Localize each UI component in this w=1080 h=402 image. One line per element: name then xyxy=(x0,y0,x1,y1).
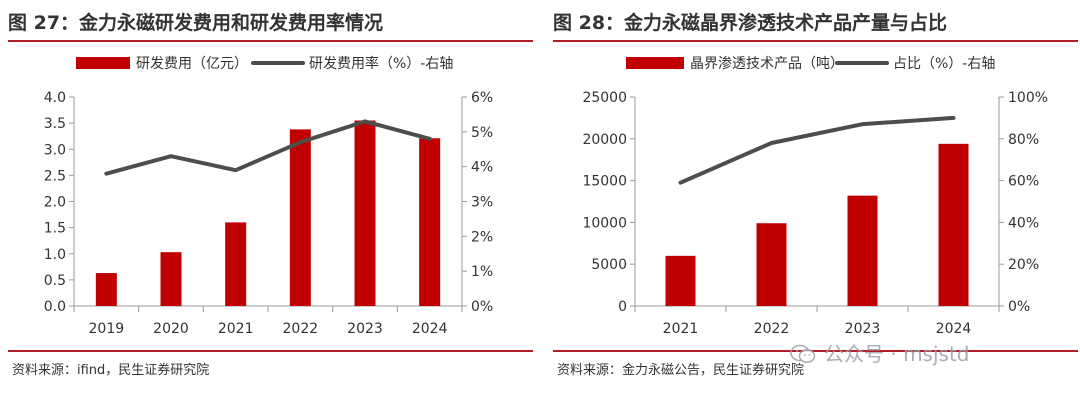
legend-bar-swatch xyxy=(626,57,684,69)
y-tick-label: 1.5 xyxy=(44,221,66,237)
y-tick-label: 20000 xyxy=(582,132,627,148)
series-line xyxy=(104,119,432,176)
x-tick-label: 2022 xyxy=(754,321,790,337)
bar xyxy=(938,143,969,306)
y2-tick-label: 80% xyxy=(1008,132,1039,148)
x-tick-label: 2019 xyxy=(89,321,125,337)
title-rule xyxy=(553,40,1078,42)
wechat-watermark: 公众号 · msjstd xyxy=(790,338,970,367)
y-tick-label: 15000 xyxy=(582,174,627,190)
bar xyxy=(419,138,441,306)
y2-tick-label: 2% xyxy=(471,229,493,245)
x-tick-label: 2023 xyxy=(845,321,881,337)
chart-title: 图 27：金力永磁研发费用和研发费用率情况 xyxy=(8,12,384,34)
x-tick-label: 2021 xyxy=(218,321,254,337)
y2-tick-label: 6% xyxy=(471,90,493,106)
bar xyxy=(847,195,878,306)
chart-28-svg: 晶界渗透技术产品（吨） 占比（%）-右轴 0 5000 10000 15000 20000 2… xyxy=(582,56,1048,337)
y2-tick-label: 0% xyxy=(1008,299,1030,315)
bar xyxy=(756,223,787,306)
bar xyxy=(225,222,247,306)
y2-tick-label: 20% xyxy=(1008,257,1039,273)
y-tick-label: 5000 xyxy=(591,257,627,273)
series-line xyxy=(678,115,956,185)
bar xyxy=(665,255,696,306)
bar xyxy=(354,120,376,306)
y2-tick-label: 4% xyxy=(471,160,493,176)
y-tick-label: 10000 xyxy=(582,215,627,231)
y-tick-label: 2.5 xyxy=(44,168,66,184)
source-note: 资料来源：金力永磁公告，民生证券研究院 xyxy=(557,363,805,378)
x-tick-label: 2022 xyxy=(283,321,319,337)
bar xyxy=(160,252,182,306)
y2-tick-label: 0% xyxy=(471,299,493,315)
legend-label: 研发费用率（%）-右轴 xyxy=(309,55,453,72)
y-tick-label: 0.5 xyxy=(44,273,66,289)
bar xyxy=(95,273,117,306)
right-chart-panel: 图 28：金力永磁晶界渗透技术产品产量与占比 晶界渗透技术产品（吨） 占比（%）-… xyxy=(553,0,1078,402)
y-tick-label: 1.0 xyxy=(44,247,66,263)
chart-title: 图 28：金力永磁晶界渗透技术产品产量与占比 xyxy=(553,12,948,34)
y-tick-label: 3.0 xyxy=(44,142,66,158)
y2-tick-label: 3% xyxy=(471,195,493,211)
y2-tick-label: 5% xyxy=(471,125,493,141)
y-tick-label: 0 xyxy=(618,299,627,315)
bar xyxy=(289,129,311,306)
watermark-text: 公众号 · msjstd xyxy=(824,342,970,366)
y2-tick-label: 40% xyxy=(1008,215,1039,231)
source-rule xyxy=(8,350,533,352)
y2-tick-label: 100% xyxy=(1008,90,1048,106)
x-tick-label: 2024 xyxy=(936,321,972,337)
y2-tick-label: 1% xyxy=(471,264,493,280)
x-tick-label: 2020 xyxy=(153,321,189,337)
left-chart-panel: 图 27：金力永磁研发费用和研发费用率情况 研发费用（亿元） 研发费用率（%）-右… xyxy=(8,0,533,402)
wechat-icon xyxy=(790,344,816,363)
legend-bar-swatch xyxy=(76,57,130,69)
x-tick-label: 2023 xyxy=(347,321,383,337)
chart-27-svg: 研发费用（亿元） 研发费用率（%）-右轴 0.0 0.5 1.0 1.5 2.0 2.5 3.0… xyxy=(44,55,493,337)
legend-label: 研发费用（亿元） xyxy=(136,56,248,72)
x-tick-label: 2021 xyxy=(663,321,699,337)
legend-label: 占比（%）-右轴 xyxy=(893,56,995,72)
y-tick-label: 3.5 xyxy=(44,116,66,132)
source-rule xyxy=(553,350,1078,352)
y-tick-label: 4.0 xyxy=(44,90,66,106)
y-tick-label: 2.0 xyxy=(44,195,66,211)
title-rule xyxy=(8,40,533,42)
y2-tick-label: 60% xyxy=(1008,174,1039,190)
legend-label: 晶界渗透技术产品（吨） xyxy=(690,56,844,72)
y-tick-label: 25000 xyxy=(582,90,627,106)
y-tick-label: 0.0 xyxy=(44,299,66,315)
source-note: 资料来源：ifind，民生证券研究院 xyxy=(12,363,210,378)
x-tick-label: 2024 xyxy=(412,321,448,337)
